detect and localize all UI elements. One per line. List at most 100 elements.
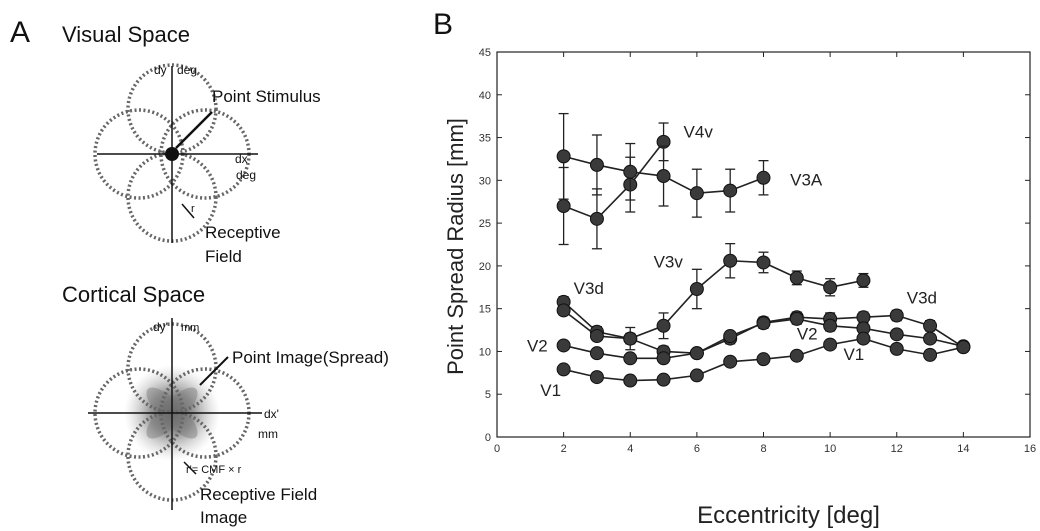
point-image-label: Point Image(Spread) [232, 348, 389, 367]
data-point [656, 351, 671, 366]
cortical-dy-label: dy' [153, 320, 168, 334]
series-annotation-v1: V1 [843, 345, 864, 364]
data-point [923, 318, 938, 333]
rf-image-label-2: Image [200, 508, 247, 527]
x-tick-label: 16 [1024, 443, 1036, 455]
point-stimulus-label: Point Stimulus [212, 87, 321, 106]
x-tick-label: 12 [891, 443, 903, 455]
data-point [823, 318, 838, 333]
y-tick-label: 40 [479, 90, 491, 102]
cortical-space-axes [88, 318, 262, 510]
eccentricity-chart: 0 2 4 6 8 10 12 14 16 0 5 10 15 20 25 30 35 40 45 Eccentric… [443, 47, 1036, 529]
y-tick-label: 30 [479, 175, 491, 187]
series-annotation-v2: V2 [797, 324, 818, 343]
series-annotation-v2: V2 [527, 336, 548, 355]
series-annotation-v3d: V3d [907, 289, 937, 308]
series-v1 [556, 331, 971, 388]
visual-r-label: r [191, 203, 195, 215]
data-point [556, 199, 571, 213]
cortical-dy-unit: mm [181, 322, 199, 334]
data-point [823, 337, 838, 352]
series-v4v [556, 122, 671, 250]
series-line [563, 141, 665, 220]
data-point [656, 372, 671, 387]
y-tick-label: 25 [479, 218, 491, 230]
data-point [589, 329, 604, 344]
data-point [823, 280, 838, 295]
rf-image-pointer [183, 461, 197, 475]
data-point [856, 273, 871, 288]
rf-image-label-1: Receptive Field [200, 485, 317, 504]
receptive-field-label-2: Field [205, 247, 242, 266]
data-point [723, 329, 738, 344]
data-point [689, 281, 704, 296]
visual-space-title: Visual Space [62, 22, 190, 47]
data-point [756, 316, 771, 331]
radius-marker [181, 203, 195, 219]
data-point [789, 348, 804, 363]
plot-frame [496, 51, 1031, 438]
visual-dy-unit: deg [177, 63, 197, 77]
data-point [723, 253, 738, 268]
x-tick-label: 6 [694, 443, 700, 455]
cmf-formula: r'= CMF × r [186, 464, 242, 476]
x-tick-label: 2 [561, 443, 567, 455]
x-tick-label: 10 [824, 443, 836, 455]
y-axis-label: Point Spread Radius [mm] [443, 118, 468, 375]
data-point [589, 346, 604, 361]
cortical-space-title: Cortical Space [62, 282, 205, 307]
data-point [756, 170, 771, 185]
data-point [623, 373, 638, 388]
point-image-pointer [199, 356, 229, 386]
x-axis-label: Eccentricity [deg] [697, 502, 880, 529]
data-point [589, 211, 604, 226]
visual-dx-label: dx [235, 152, 248, 166]
y-tick-label: 35 [479, 133, 491, 145]
panel-a-label: A [10, 16, 30, 49]
data-point [889, 341, 904, 356]
data-point [556, 338, 571, 353]
data-point [589, 157, 604, 172]
data-point [623, 351, 638, 366]
data-point [723, 183, 738, 198]
panel-b-label: B [433, 8, 453, 41]
data-point [956, 340, 971, 355]
data-point [623, 331, 638, 346]
y-tick-label: 5 [485, 389, 491, 401]
series-v3a [556, 112, 771, 218]
visual-dy-label: dy [154, 63, 167, 77]
data-point [723, 354, 738, 369]
series-annotation-v3a: V3A [790, 170, 823, 189]
data-point [856, 331, 871, 346]
y-tick-label: 45 [479, 47, 491, 59]
point-stimulus-dot [165, 147, 179, 161]
data-point [756, 255, 771, 270]
cortical-dx-unit: mm [258, 427, 278, 441]
data-point [656, 169, 671, 184]
y-tick-label: 0 [485, 432, 491, 444]
y-tick-label: 20 [479, 261, 491, 273]
series-annotation-v3v: V3v [654, 253, 684, 272]
data-point [556, 362, 571, 377]
data-point [889, 327, 904, 342]
series-annotation-v3d: V3d [574, 279, 604, 298]
series-annotation-v1: V1 [540, 381, 561, 400]
data-point [556, 303, 571, 318]
x-tick-label: 14 [957, 443, 969, 455]
data-point [689, 368, 704, 383]
data-point [623, 164, 638, 179]
data-point [556, 149, 571, 164]
data-point [589, 370, 604, 385]
series-annotation-v4v: V4v [684, 123, 714, 142]
visual-dx-unit: deg [236, 168, 256, 182]
receptive-field-label-1: Receptive [205, 223, 281, 242]
y-tick-label: 15 [479, 304, 491, 316]
data-point [923, 331, 938, 346]
series-v3v [556, 242, 871, 351]
cortical-dx-label: dx' [264, 407, 279, 421]
x-tick-label: 8 [760, 443, 766, 455]
data-point [789, 270, 804, 285]
y-tick-label: 10 [479, 346, 491, 358]
data-point [656, 318, 671, 333]
